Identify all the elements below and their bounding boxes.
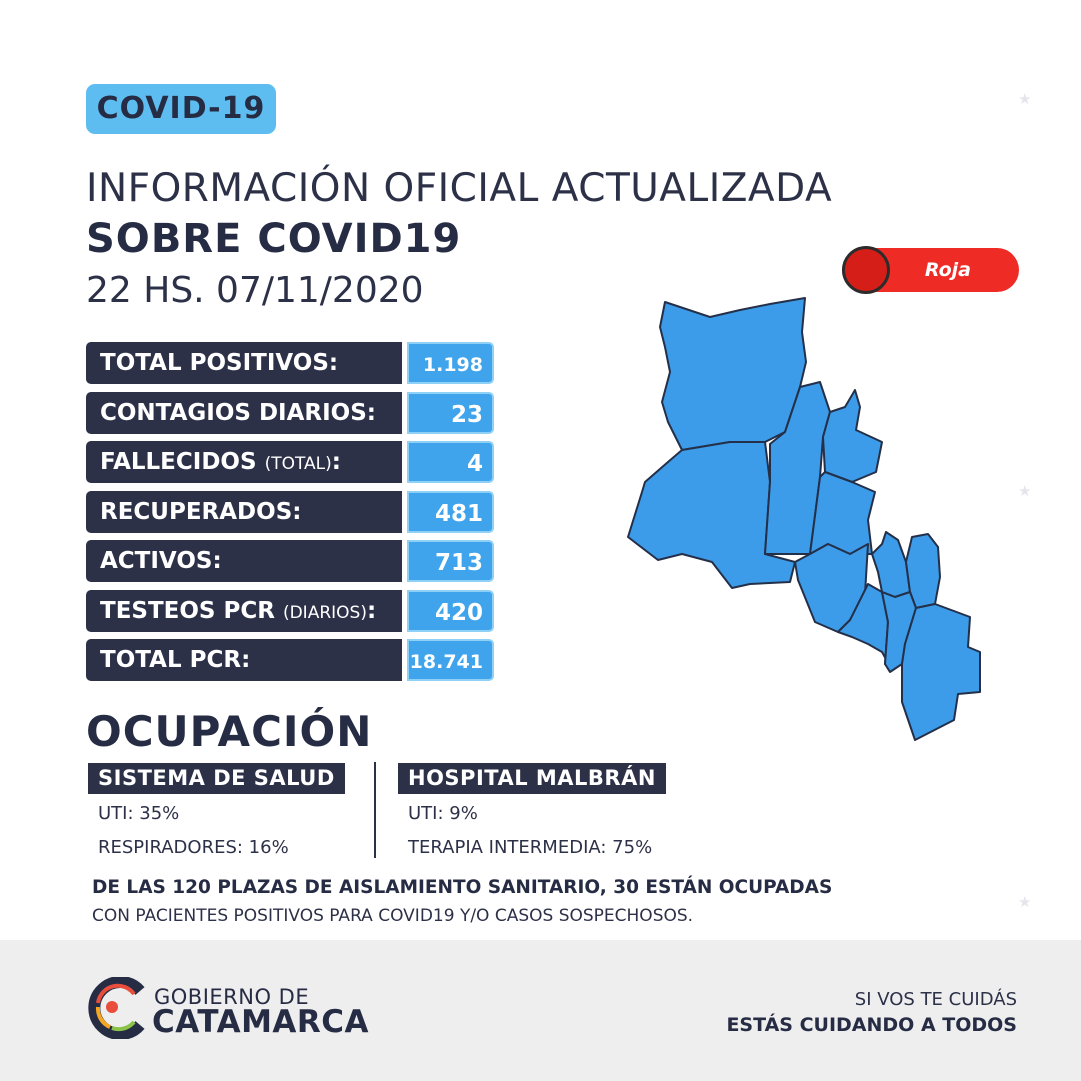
stat-value: 4 [407, 441, 494, 483]
health-system-uti: UTI: 35% [98, 803, 180, 824]
stat-label: TOTAL PCR: [86, 639, 402, 681]
hospital-section: HOSPITAL MALBRÁN UTI: 9% TERAPIA INTERME… [398, 763, 666, 860]
catamarca-map [627, 297, 981, 741]
stat-value: 481 [407, 490, 494, 533]
section-divider [374, 762, 376, 858]
map-department [627, 441, 796, 589]
stat-value: 1.198 [407, 342, 494, 384]
stat-value: 18.741 [407, 639, 494, 681]
slogan-line2: ESTÁS CUIDANDO A TODOS [726, 1014, 1017, 1036]
stat-row-total-pcr: TOTAL PCR: 18.741 [86, 639, 496, 681]
stat-row-testeos-pcr: TESTEOS PCR (DIARIOS): 420 [86, 589, 496, 632]
hospital-intermediate-therapy: TERAPIA INTERMEDIA: 75% [408, 837, 653, 858]
alert-level-indicator: Roja [842, 246, 1019, 294]
health-system-section: SISTEMA DE SALUD UTI: 35% RESPIRADORES: … [88, 763, 345, 860]
footer [0, 940, 1081, 1081]
header-date: 22 HS. 07/11/2020 [86, 270, 424, 311]
stat-value: 713 [407, 540, 494, 582]
hospital-uti: UTI: 9% [408, 803, 478, 824]
covid-badge: COVID-19 [86, 84, 276, 134]
stat-row-fallecidos: FALLECIDOS (TOTAL): 4 [86, 441, 496, 483]
header-title: INFORMACIÓN OFICIAL ACTUALIZADA [86, 166, 833, 211]
stat-row-recuperados: RECUPERADOS: 481 [86, 490, 496, 533]
occupancy-title: OCUPACIÓN [86, 707, 373, 756]
alert-level-label: Roja [924, 259, 971, 281]
stat-row-total-positivos: TOTAL POSITIVOS: 1.198 [86, 342, 496, 384]
health-system-title: SISTEMA DE SALUD [88, 763, 345, 794]
stat-label: TESTEOS PCR (DIARIOS): [86, 589, 402, 632]
stat-label: FALLECIDOS (TOTAL): [86, 441, 402, 483]
stats-table: TOTAL POSITIVOS: 1.198 CONTAGIOS DIARIOS… [86, 342, 496, 689]
stat-label: TOTAL POSITIVOS: [86, 342, 402, 384]
hospital-title: HOSPITAL MALBRÁN [398, 763, 666, 794]
stat-label: CONTAGIOS DIARIOS: [86, 391, 402, 434]
stat-row-contagios-diarios: CONTAGIOS DIARIOS: 23 [86, 391, 496, 434]
slogan-line1: SI VOS TE CUIDÁS [854, 989, 1017, 1010]
star-decoration-icon: ★ [1018, 893, 1032, 911]
province-label: CATAMARCA [152, 1004, 370, 1040]
map-department [871, 531, 911, 598]
stat-label: RECUPERADOS: [86, 490, 402, 533]
health-system-respirators: RESPIRADORES: 16% [98, 837, 289, 858]
isolation-note-bold: DE LAS 120 PLAZAS DE AISLAMIENTO SANITAR… [92, 877, 833, 898]
stat-row-activos: ACTIVOS: 713 [86, 540, 496, 582]
alert-dot-icon [842, 246, 890, 294]
stat-value: 23 [407, 391, 494, 434]
stat-label: ACTIVOS: [86, 540, 402, 582]
isolation-note: CON PACIENTES POSITIVOS PARA COVID19 Y/O… [92, 906, 694, 926]
header-subtitle: SOBRE COVID19 [86, 216, 462, 262]
map-department [901, 603, 981, 741]
catamarca-logo-icon [88, 977, 145, 1039]
map-department [659, 297, 807, 451]
map-department [809, 471, 876, 555]
star-decoration-icon: ★ [1018, 482, 1032, 500]
government-label: GOBIERNO DE [154, 985, 310, 1009]
stat-value: 420 [407, 589, 494, 632]
map-department [822, 389, 883, 483]
star-decoration-icon: ★ [1018, 90, 1032, 108]
